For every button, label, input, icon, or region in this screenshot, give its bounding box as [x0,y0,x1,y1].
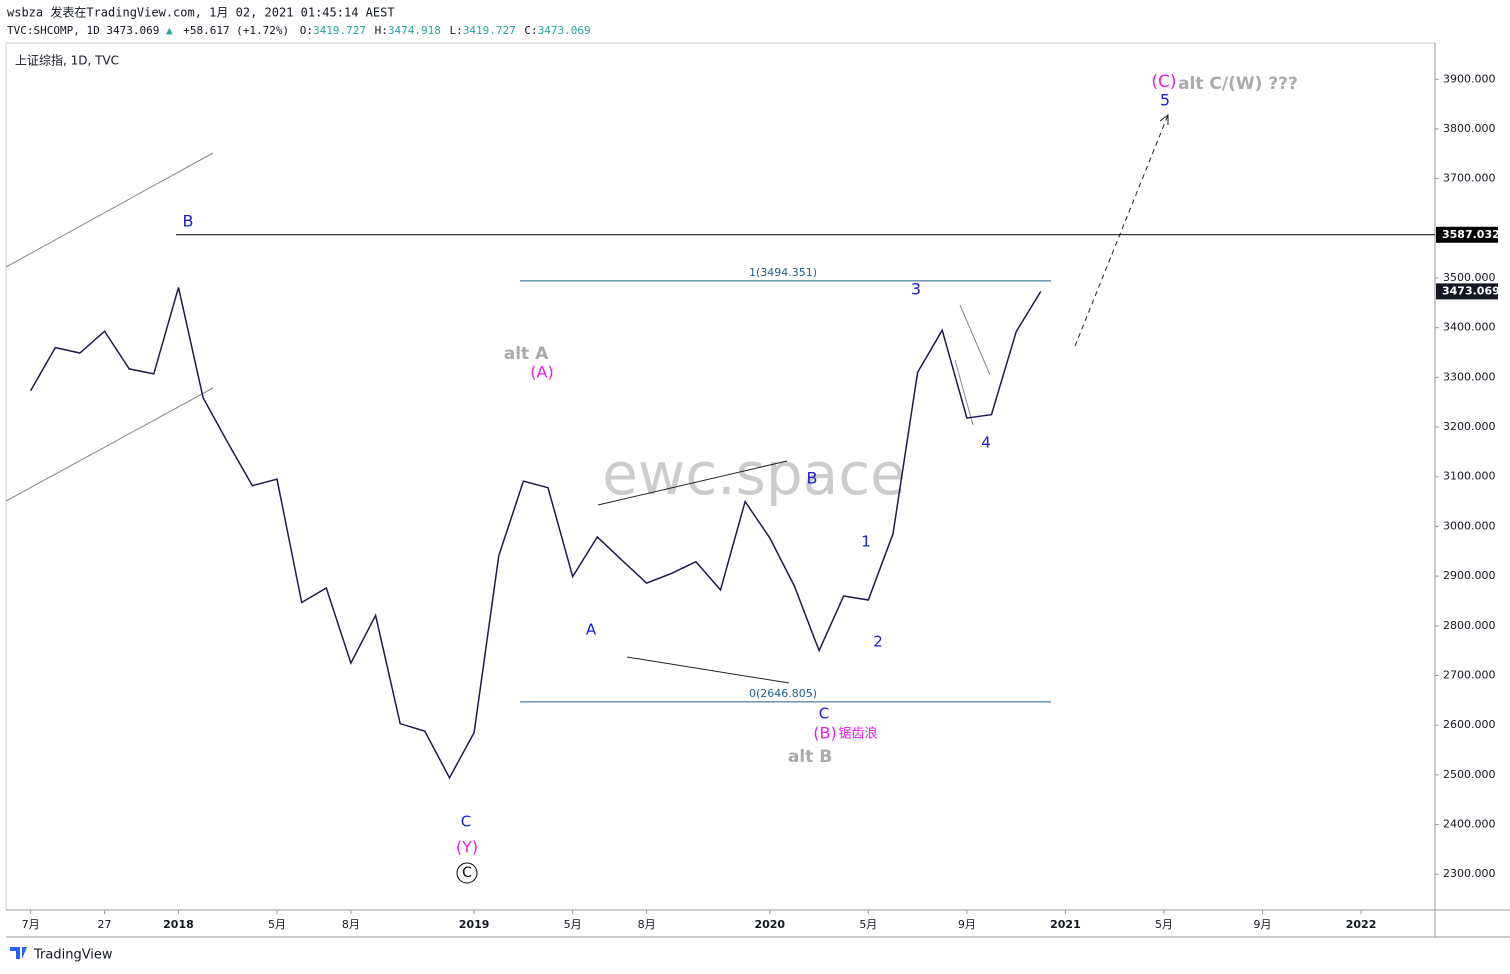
x-tick-label: 5月 [1155,918,1173,931]
resistance-box [1436,226,1498,243]
x-tick-label: 27 [98,918,112,931]
wave-label: 3 [911,280,921,299]
l-label: L: [450,24,463,37]
y-tick-label: 2600.000 [1443,718,1496,731]
change: +58.617 (+1.72%) [183,24,289,37]
c-label: C: [524,24,537,37]
arrow-head [1159,114,1169,125]
wave-label: B [183,212,194,231]
o: 3419.727 [313,24,366,37]
circle-mark [456,862,478,884]
l: 3419.727 [463,24,516,37]
wave-label: 4 [981,434,991,452]
y-tick-label: 3900.000 [1443,72,1496,85]
wave-label: 2 [873,633,883,651]
wave-label: 1 [861,533,871,551]
wave-label: alt A [504,344,549,364]
wave-label: 锯齿浪 [838,727,877,742]
wave-label: alt B [788,747,832,767]
y-tick-label: 3100.000 [1443,470,1496,483]
wave-label: C [461,813,471,831]
triangle-line [597,460,788,506]
y-tick-label: 2700.000 [1443,668,1496,681]
symbol-info: TVC:SHCOMP, 1D 3473.069 ▲ +58.617 (+1.72… [7,24,591,37]
wave-label: (C) [1151,72,1176,92]
y-tick-label: 2800.000 [1443,619,1496,632]
x-tick-label: 9月 [1254,918,1272,931]
wave-line [954,359,974,426]
fib-label: 1(3494.351) [749,266,817,279]
symbol: TVC:SHCOMP, 1D 3473.069 [7,24,159,37]
x-tick-label: 5月 [859,918,877,931]
projection-arrow [1074,114,1169,347]
channel-line [5,152,214,268]
x-tick-label: 9月 [958,918,976,931]
x-tick-label: 2022 [1346,918,1377,931]
y-tick-label: 3700.000 [1443,172,1496,185]
y-tick-label: 3000.000 [1443,519,1496,532]
x-tick-label: 7月 [22,918,40,931]
wave-label: 5 [1160,91,1170,110]
wave-label: (A) [530,363,553,382]
y-tick-label: 2500.000 [1443,768,1496,781]
x-tick-label: 2021 [1050,918,1081,931]
y-tick-label: 3300.000 [1443,370,1496,383]
h: 3474.918 [388,24,441,37]
price-line [29,287,1042,780]
drawings [5,114,1169,884]
watermark: ewc.space [602,440,906,508]
y-tick-label: 2300.000 [1443,867,1496,880]
wave-label: (B) [813,724,836,743]
wave-label: A [586,621,597,639]
wave-label: (Y) [456,838,478,857]
h-label: H: [375,24,388,37]
wave-label: C [462,865,472,881]
y-tick-label: 2400.000 [1443,818,1496,831]
x-tick-label: 2019 [459,918,490,931]
c: 3473.069 [538,24,591,37]
x-tick-label: 5月 [564,918,582,931]
arrow: ▲ [166,24,173,37]
resistance-label: 3587.032 [1442,228,1500,241]
x-tick-label: 5月 [268,918,286,931]
fib-label: 0(2646.805) [749,687,817,700]
o-label: O: [300,24,313,37]
x-tick-label: 8月 [638,918,656,931]
footer-brand: TradingView [33,948,113,963]
y-tick-label: 3800.000 [1443,122,1496,135]
y-tick-label: 2900.000 [1443,569,1496,582]
last-price-box [1436,283,1498,300]
chart-legend: 上证综指, 1D, TVC [15,53,119,68]
wave-label: C [819,705,829,723]
triangle-line [626,656,790,684]
wave-label: B [807,469,818,488]
y-tick-label: 3500.000 [1443,271,1496,284]
last-price-label: 3473.069 [1442,284,1500,297]
channel-line [5,387,214,502]
y-tick-label: 3200.000 [1443,420,1496,433]
x-tick-label: 8月 [342,918,360,931]
wave-line [959,304,991,376]
y-tick-label: 3400.000 [1443,321,1496,334]
logo [10,947,27,959]
x-tick-label: 2018 [163,918,194,931]
header-line: wsbza 发表在TradingView.com, 1月 02, 2021 01… [7,5,395,20]
x-tick-label: 2020 [754,918,785,931]
wave-label: alt C/(W) ??? [1178,74,1298,94]
